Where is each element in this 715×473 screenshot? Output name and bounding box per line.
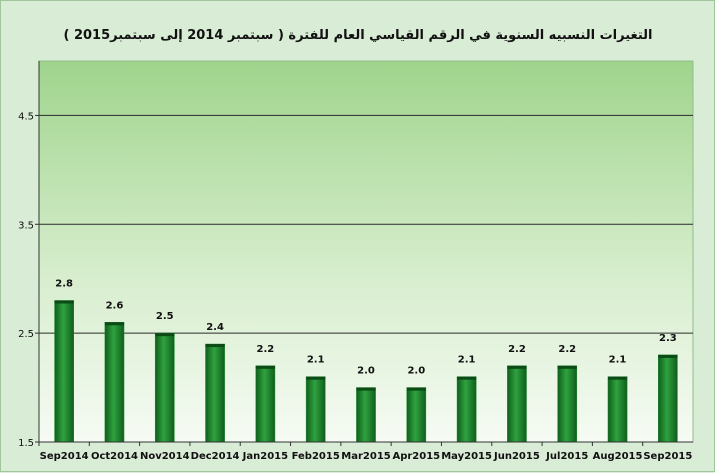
data-label: 2.5 (156, 311, 174, 322)
x-tick-label: Aug2015 (593, 451, 643, 462)
y-tick-label: 3.5 (18, 220, 34, 231)
data-label: 2.1 (609, 355, 627, 366)
plot-area (38, 60, 694, 443)
bar (607, 376, 628, 443)
x-tick-label: Jan2015 (242, 451, 288, 462)
bars (54, 300, 678, 443)
bar (456, 376, 477, 443)
x-tick-label: Nov2014 (140, 451, 190, 462)
data-label: 2.0 (407, 366, 425, 377)
data-label: 2.3 (659, 333, 677, 344)
data-label: 2.6 (106, 300, 124, 311)
x-tick-label: Jun2015 (493, 451, 540, 462)
bar-cap (406, 387, 426, 391)
x-tick-label: Mar2015 (341, 451, 391, 462)
x-tick-label: Sep2014 (40, 451, 89, 462)
y-tick-label: 1.5 (18, 438, 34, 449)
bar (305, 376, 326, 443)
bar (104, 322, 125, 443)
bar-cap (104, 322, 125, 326)
bar-cap (557, 365, 577, 369)
bar-cap (457, 376, 477, 380)
bar (557, 365, 578, 443)
x-tick-label: Jul2015 (545, 451, 588, 462)
data-label: 2.2 (508, 344, 526, 355)
data-label: 2.4 (206, 322, 224, 333)
x-tick-label: Dec2014 (191, 451, 240, 462)
bar (205, 343, 225, 443)
data-label: 2.1 (458, 355, 476, 366)
x-tick-label: May2015 (441, 451, 492, 462)
bar-cap (155, 333, 175, 337)
y-axis-ticks: 1.5 2.5 3.5 4.5 (18, 111, 39, 449)
bar (356, 387, 376, 443)
bar-cap (255, 365, 275, 369)
bar (658, 354, 678, 443)
bar-cap (306, 376, 326, 380)
bar-cap (507, 365, 527, 369)
bar-cap (54, 300, 74, 304)
data-label: 2.8 (55, 278, 73, 289)
y-tick-label: 4.5 (18, 111, 34, 122)
bar (406, 387, 427, 443)
data-label: 2.2 (558, 344, 576, 355)
data-label: 2.0 (357, 366, 375, 377)
gridlines (39, 114, 693, 334)
x-tick-label: Apr2015 (392, 451, 440, 462)
data-label: 2.1 (307, 355, 325, 366)
bar-cap (205, 344, 225, 348)
bar (507, 365, 527, 443)
x-tick-label: Feb2015 (292, 451, 340, 462)
x-tick-label: Sep2015 (643, 451, 692, 462)
bar (54, 300, 74, 443)
bar-cap (356, 387, 376, 391)
x-axis-categories: Sep2014 Oct2014 Nov2014 Dec2014 Jan2015 Feb20… (38, 442, 692, 462)
bar (154, 332, 175, 443)
bar-cap (658, 354, 678, 358)
bar-cap (607, 376, 628, 380)
data-labels: 2.8 2.6 2.5 2.4 2.2 2.1 2.0 2.0 2.1 2.2 2.2 2.1 2.3 (55, 278, 676, 376)
y-tick-label: 2.5 (18, 329, 34, 340)
x-tick-label: Oct2014 (91, 451, 138, 462)
chart-title: التغيرات النسبيه السنوية في الرقم القياس… (64, 28, 653, 43)
bar (255, 365, 276, 443)
data-label: 2.2 (257, 344, 275, 355)
